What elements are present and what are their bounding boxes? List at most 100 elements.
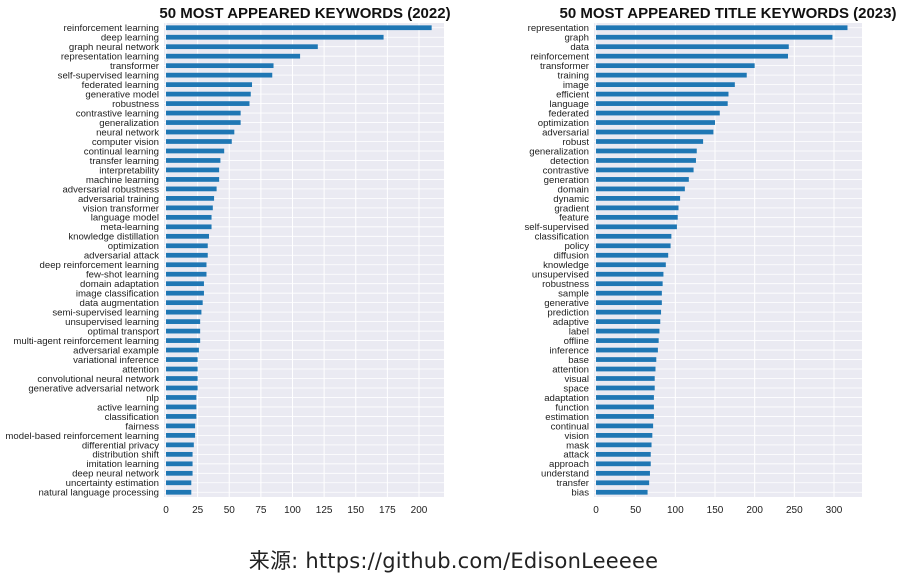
- bar: [166, 470, 193, 476]
- category-label: understand: [541, 469, 589, 480]
- bar: [596, 214, 678, 220]
- bar: [596, 461, 651, 467]
- category-label: detection: [550, 156, 589, 167]
- bar: [166, 129, 235, 135]
- bar: [166, 224, 212, 230]
- bar: [596, 423, 654, 429]
- category-label: transfer learning: [90, 156, 159, 167]
- category-label: image classification: [76, 289, 159, 300]
- bar: [166, 290, 204, 296]
- bar: [166, 395, 197, 400]
- x-tick-label: 50: [630, 505, 642, 516]
- category-label: language: [550, 99, 589, 110]
- x-tick-label: 200: [411, 505, 428, 516]
- bar: [596, 376, 655, 381]
- bar: [166, 489, 192, 495]
- category-label: deep learning: [101, 33, 159, 44]
- category-label: classification: [535, 232, 589, 243]
- category-label: domain adaptation: [80, 279, 159, 290]
- category-label: robust: [562, 137, 589, 148]
- x-tick-label: 200: [746, 505, 763, 516]
- category-label: unsupervised: [532, 270, 589, 281]
- category-label: attention: [552, 364, 589, 375]
- bar: [596, 224, 677, 230]
- bar: [596, 328, 660, 334]
- bar: [166, 338, 201, 343]
- bar: [596, 243, 671, 249]
- bar: [596, 158, 696, 163]
- category-label: imitation learning: [86, 459, 159, 470]
- category-label: robustness: [112, 99, 159, 110]
- bar: [596, 262, 666, 268]
- bar: [596, 233, 672, 239]
- bar: [596, 205, 679, 211]
- category-label: meta-learning: [100, 222, 159, 233]
- x-tick-label: 150: [707, 505, 724, 516]
- category-label: self-supervised learning: [58, 71, 159, 82]
- category-label: offline: [564, 336, 589, 347]
- bar: [166, 461, 193, 467]
- bar: [596, 53, 788, 59]
- category-label: sample: [558, 289, 589, 300]
- source-caption: 来源: https://github.com/EdisonLeeeee: [248, 549, 659, 573]
- bar: [166, 205, 213, 211]
- bar: [166, 271, 207, 277]
- bar: [596, 148, 697, 154]
- category-label: transfer: [556, 478, 589, 489]
- bar: [166, 433, 196, 438]
- category-label: approach: [549, 459, 589, 470]
- category-label: federated learning: [82, 80, 159, 91]
- category-label: generalization: [99, 118, 159, 129]
- category-label: convolutional neural network: [37, 374, 159, 385]
- bar: [166, 385, 198, 391]
- bar: [596, 480, 650, 486]
- bar: [596, 252, 669, 258]
- category-label: contrastive learning: [76, 108, 159, 119]
- category-label: deep reinforcement learning: [40, 260, 159, 271]
- category-label: vision transformer: [83, 203, 160, 214]
- bar: [596, 385, 655, 391]
- bar: [166, 110, 241, 116]
- bar: [596, 101, 728, 106]
- bar: [596, 82, 735, 87]
- category-label: domain: [558, 184, 589, 195]
- bar: [166, 252, 208, 258]
- category-label: attention: [122, 364, 159, 375]
- bar: [596, 300, 662, 306]
- bar: [166, 414, 197, 419]
- category-label: visual: [564, 374, 589, 385]
- category-label: optimal transport: [88, 327, 160, 338]
- category-label: multi-agent reinforcement learning: [13, 336, 159, 347]
- bar: [596, 414, 654, 419]
- category-label: generative: [544, 298, 589, 309]
- category-label: graph neural network: [69, 42, 159, 53]
- bar: [166, 101, 250, 106]
- category-label: estimation: [545, 412, 589, 423]
- bar: [596, 63, 755, 69]
- category-label: mask: [566, 440, 589, 451]
- bar: [166, 63, 274, 69]
- bar: [166, 451, 193, 457]
- bar: [596, 120, 715, 125]
- category-label: classification: [105, 412, 159, 423]
- category-label: adaptive: [553, 317, 589, 328]
- bar: [166, 214, 212, 220]
- category-label: few-shot learning: [86, 270, 159, 281]
- category-label: contrastive: [543, 165, 589, 176]
- category-label: unsupervised learning: [65, 317, 159, 328]
- bar: [166, 72, 273, 78]
- category-label: label: [569, 327, 589, 338]
- category-label: training: [558, 71, 589, 82]
- bar: [166, 44, 318, 50]
- category-label: graph: [564, 33, 589, 44]
- bar: [166, 120, 241, 125]
- category-label: image: [563, 80, 589, 91]
- category-label: space: [563, 383, 589, 394]
- bar: [596, 72, 747, 78]
- category-label: reinforcement: [530, 52, 589, 63]
- bar: [596, 357, 657, 362]
- category-label: variational inference: [73, 355, 159, 366]
- bar: [166, 357, 198, 362]
- bar: [166, 158, 221, 163]
